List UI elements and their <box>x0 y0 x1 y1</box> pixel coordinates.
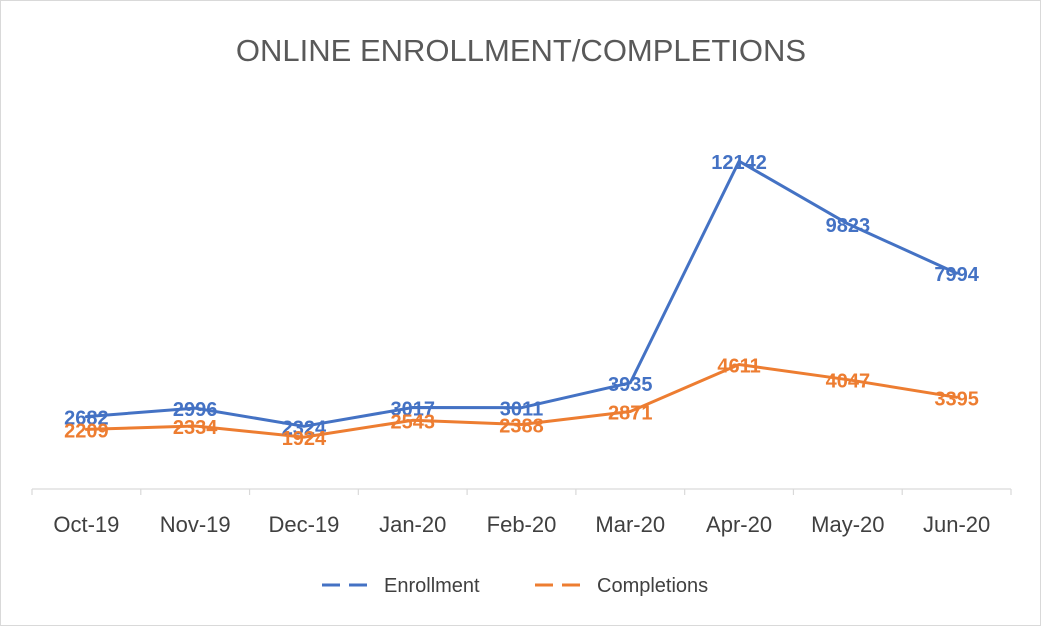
series-line-enrollment <box>84 159 959 428</box>
data-label: 2209 <box>64 420 109 442</box>
data-label: 3017 <box>390 399 435 421</box>
x-tick-label: May-20 <box>811 512 884 537</box>
x-tick-label: Jun-20 <box>923 512 990 537</box>
x-tick-label: Oct-19 <box>53 512 119 537</box>
data-labels: 2682 2996 2324 3017 3011 3935 12142 9823 7994 220… <box>64 152 980 450</box>
data-label: 2388 <box>499 416 544 438</box>
x-tick-label: Mar-20 <box>595 512 665 537</box>
legend-label: Enrollment <box>384 575 480 597</box>
x-tick-label: Feb-20 <box>487 512 557 537</box>
data-label: 9823 <box>826 215 871 237</box>
data-label: 2543 <box>390 411 435 433</box>
data-label: 2324 <box>282 417 327 439</box>
data-label: 1924 <box>282 428 327 450</box>
data-label: 3935 <box>608 374 653 396</box>
data-label: 7994 <box>934 264 979 286</box>
series-line-completions <box>84 363 959 439</box>
data-label: 3395 <box>934 388 979 410</box>
data-label: 2871 <box>608 402 653 424</box>
series-group <box>84 159 959 439</box>
data-label: 2682 <box>64 408 109 430</box>
x-tick-label: Nov-19 <box>160 512 231 537</box>
x-axis: Oct-19 Nov-19 Dec-19 Jan-20 Feb-20 Mar-20 Apr-… <box>31 488 1012 537</box>
legend-label: Completions <box>597 575 708 597</box>
data-label: 3011 <box>500 399 543 421</box>
x-tick-label: Apr-20 <box>706 512 772 537</box>
x-tick-label: Jan-20 <box>379 512 446 537</box>
legend: Enrollment Completions <box>322 575 708 597</box>
x-tick-label: Dec-19 <box>268 512 339 537</box>
data-label: 4047 <box>826 371 871 393</box>
data-label: 2996 <box>173 399 218 421</box>
chart-title: ONLINE ENROLLMENT/COMPLETIONS <box>236 33 806 68</box>
data-label: 4611 <box>717 356 760 378</box>
data-label: 12142 <box>711 152 767 174</box>
data-label: 2334 <box>173 417 218 439</box>
